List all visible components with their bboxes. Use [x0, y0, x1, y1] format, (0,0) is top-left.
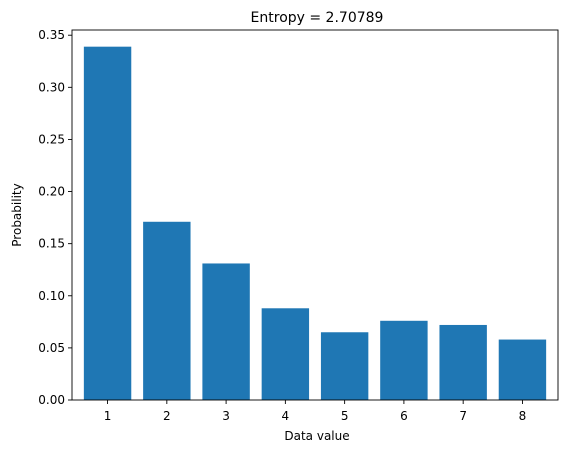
x-tick-label: 3 — [222, 409, 230, 423]
y-tick-label: 0.15 — [38, 237, 65, 251]
bar-1 — [83, 46, 132, 400]
y-tick-label: 0.05 — [38, 341, 65, 355]
x-axis-ticks: 1 2 3 4 5 6 7 8 — [104, 400, 527, 423]
y-tick-label: 0.35 — [38, 28, 65, 42]
x-tick-label: 5 — [341, 409, 349, 423]
x-tick-label: 4 — [282, 409, 290, 423]
x-tick-label: 1 — [104, 409, 112, 423]
y-axis-ticks: 0.00 0.05 0.10 0.15 0.20 0.25 0.30 0.35 — [38, 28, 72, 407]
bar-3 — [202, 263, 250, 400]
bar-2 — [143, 221, 191, 400]
y-tick-label: 0.10 — [38, 289, 65, 303]
y-tick-label: 0.20 — [38, 185, 65, 199]
y-tick-label: 0.30 — [38, 80, 65, 94]
x-tick-label: 6 — [400, 409, 408, 423]
y-tick-label: 0.00 — [38, 393, 65, 407]
x-axis-label: Data value — [284, 429, 349, 443]
bars-group — [83, 46, 547, 400]
bar-6 — [380, 320, 428, 400]
x-tick-label: 7 — [459, 409, 467, 423]
chart-title: Entropy = 2.70789 — [251, 10, 384, 26]
y-tick-label: 0.25 — [38, 132, 65, 146]
plot-frame — [71, 29, 559, 401]
bar-8 — [498, 339, 547, 400]
bar-4 — [261, 308, 310, 400]
x-tick-label: 2 — [163, 409, 171, 423]
x-tick-label: 8 — [519, 409, 527, 423]
bar-7 — [439, 324, 487, 400]
bar-5 — [320, 332, 369, 400]
y-axis-label: Probability — [10, 183, 24, 246]
